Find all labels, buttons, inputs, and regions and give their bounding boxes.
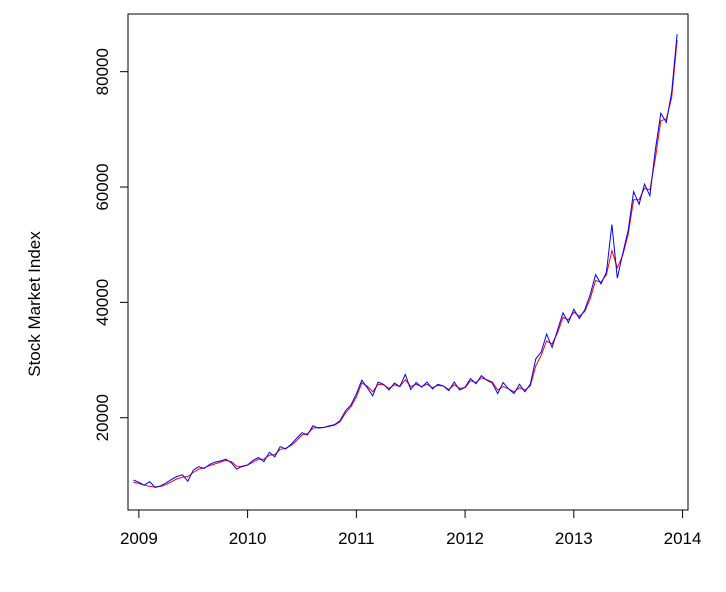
- x-tick-label-2014: 2014: [664, 529, 702, 548]
- y-axis-title: Stock Market Index: [25, 231, 44, 377]
- y-tick-label-20000: 20000: [93, 394, 112, 441]
- y-tick-label-80000: 80000: [93, 48, 112, 95]
- plot-frame: [127, 13, 689, 511]
- x-tick-label-2012: 2012: [446, 529, 484, 548]
- series-layer: [133, 34, 678, 489]
- x-tick-label-2010: 2010: [229, 529, 267, 548]
- series-line-red: [133, 39, 678, 488]
- x-tick-label-2011: 2011: [338, 529, 375, 548]
- x-tick-label-2009: 2009: [120, 529, 158, 548]
- y-tick-label-40000: 40000: [93, 279, 112, 326]
- y-tick-label-60000: 60000: [93, 163, 112, 210]
- y-axis: 20000 40000 60000 80000: [93, 48, 128, 441]
- x-tick-label-2013: 2013: [555, 529, 593, 548]
- x-axis: 2009 2010 2011 2012 2013 2014: [120, 510, 702, 548]
- series-line-blue: [133, 34, 678, 489]
